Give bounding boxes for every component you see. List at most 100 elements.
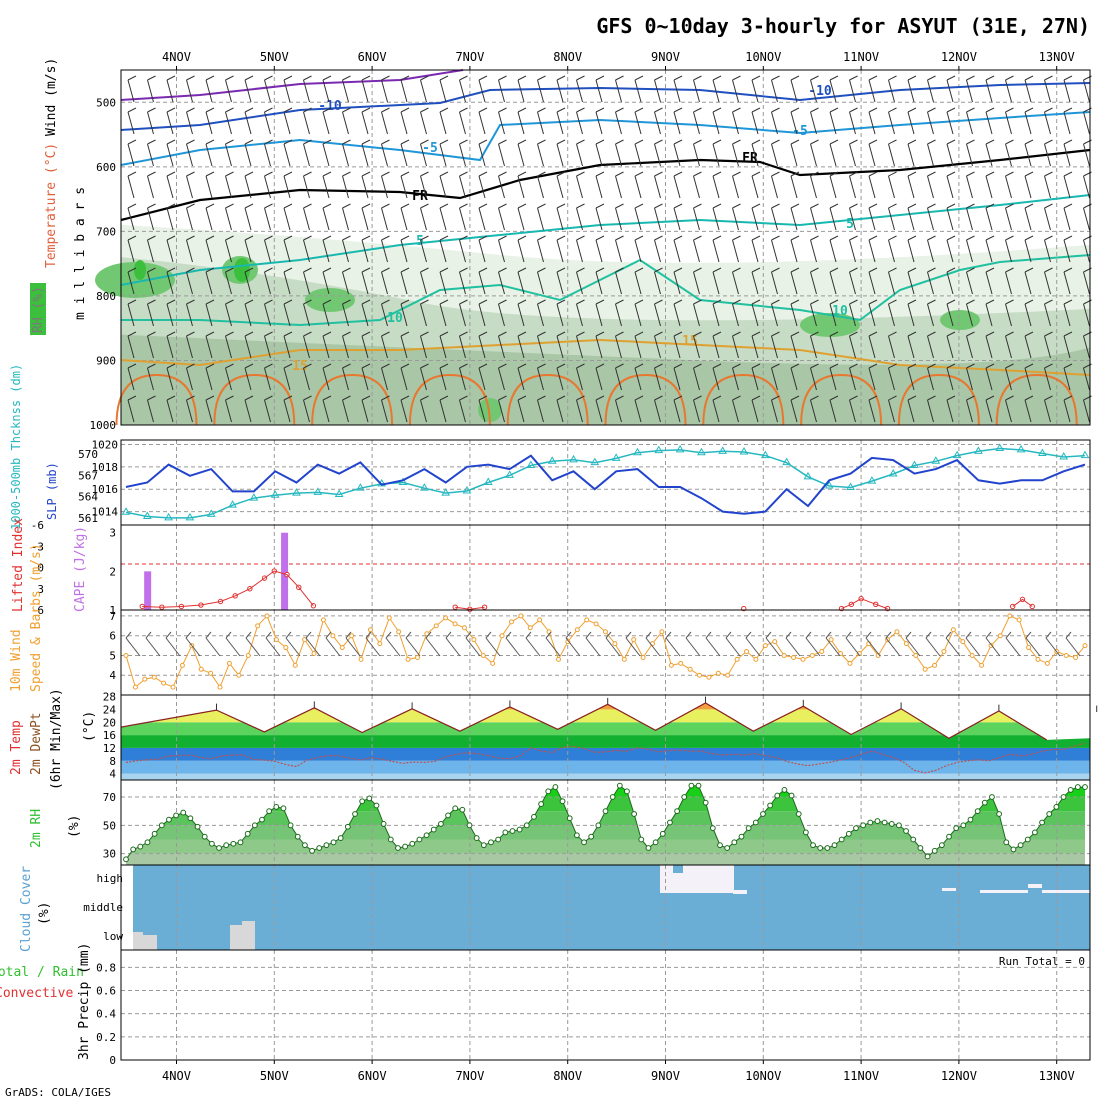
contour-label: 5 xyxy=(846,217,854,232)
upper-wind-barb xyxy=(751,303,759,327)
upper-wind-barb xyxy=(459,239,466,263)
rh-point xyxy=(480,842,487,849)
upper-wind-barb-flag xyxy=(771,363,780,369)
upper-wind-barb xyxy=(166,143,174,167)
upper-wind-barb-flag xyxy=(537,267,546,273)
rh-point xyxy=(208,840,215,847)
upper-wind-barb xyxy=(829,175,837,199)
upper-wind-barb xyxy=(966,175,973,199)
upper-wind-barb xyxy=(985,335,993,359)
upper-wind-barb xyxy=(205,79,213,103)
upper-wind-barb xyxy=(576,207,583,231)
rh-point xyxy=(223,842,230,849)
upper-wind-barb-flag xyxy=(712,299,722,305)
upper-wind-barb xyxy=(907,207,915,231)
upper-wind-barb xyxy=(283,399,291,423)
upper-wind-barb-flag xyxy=(517,363,527,369)
upper-wind-barb-flag xyxy=(420,299,429,305)
upper-wind-barb xyxy=(400,175,408,199)
upper-wind-barb-flag xyxy=(1024,267,1034,273)
thickness-point xyxy=(675,444,685,453)
upper-wind-barb xyxy=(946,271,954,295)
rh-patch-high xyxy=(134,260,146,280)
upper-wind-barb xyxy=(946,175,954,199)
upper-wind-barb xyxy=(303,175,310,199)
upper-wind-barb xyxy=(498,79,505,103)
upper-wind-barb xyxy=(166,367,174,391)
upper-wind-barb-flag xyxy=(420,267,429,273)
upper-wind-barb xyxy=(244,335,252,359)
wind10-barb-flag xyxy=(785,631,792,639)
upper-wind-barb xyxy=(1063,143,1071,167)
upper-wind-barb-flag xyxy=(1044,331,1053,337)
rh-point xyxy=(1074,784,1081,790)
upper-wind-barb xyxy=(1063,303,1071,327)
wind10-barb-flag xyxy=(905,631,912,639)
upper-wind-barb xyxy=(303,399,310,423)
rh-point xyxy=(616,782,623,789)
wind10-barb xyxy=(645,637,661,657)
wind10-point xyxy=(819,649,825,655)
upper-wind-barb xyxy=(888,111,895,135)
upper-wind-barb xyxy=(595,79,603,103)
upper-wind-barb-flag xyxy=(244,203,254,209)
upper-wind-barb-flag xyxy=(751,171,761,177)
upper-wind-barb xyxy=(673,143,681,167)
upper-wind-barb xyxy=(478,207,486,231)
rh-point xyxy=(960,822,967,829)
upper-wind-barb xyxy=(322,175,330,199)
cloud-background xyxy=(133,865,1090,950)
upper-wind-barb-flag xyxy=(381,139,390,145)
cape-label: CAPE (J/kg) xyxy=(73,526,88,612)
wind10-point xyxy=(433,623,439,629)
rh-point xyxy=(1032,829,1038,836)
wind10-point xyxy=(217,684,223,690)
li-tick-label: 0 xyxy=(37,562,44,575)
upper-wind-barb xyxy=(1024,399,1032,423)
upper-wind-barb-flag xyxy=(322,235,332,241)
upper-wind-barb xyxy=(868,271,876,295)
wind10-barb xyxy=(1025,637,1041,657)
upper-wind-barb-flag xyxy=(576,171,585,177)
upper-wind-barb-flag xyxy=(1063,235,1073,241)
upper-wind-barb-flag xyxy=(127,363,137,369)
thickness-point xyxy=(910,460,919,468)
upper-wind-barb-flag xyxy=(400,139,410,145)
upper-wind-barb xyxy=(342,335,349,359)
rh-point xyxy=(938,842,945,849)
thickness-point xyxy=(846,482,855,490)
thickness-point xyxy=(313,487,323,495)
upper-wind-barb xyxy=(537,79,544,103)
upper-wind-barb-flag xyxy=(654,395,663,401)
upper-wind-barb-flag xyxy=(595,363,605,369)
wind10-point xyxy=(678,660,684,666)
upper-wind-barb-flag xyxy=(810,235,819,241)
upper-wind-barb-flag xyxy=(868,395,878,401)
wind10-tick-label: 4 xyxy=(109,669,116,682)
wind10-point xyxy=(932,662,938,668)
upper-wind-barb-flag xyxy=(693,331,702,337)
wind10-point xyxy=(236,672,242,678)
upper-wind-barb-flag xyxy=(166,299,176,305)
li-line xyxy=(841,598,888,610)
wind10-barb xyxy=(525,637,541,657)
upper-wind-barb xyxy=(966,111,973,135)
upper-wind-barb xyxy=(420,79,427,103)
thickness-point xyxy=(803,471,813,480)
upper-wind-barb xyxy=(1005,111,1012,135)
upper-wind-barb-flag xyxy=(283,139,293,145)
rh-patch-high xyxy=(234,258,250,282)
upper-wind-barb xyxy=(810,367,817,391)
rh-tick-label: 50 xyxy=(103,819,116,832)
wind10-barb-flag xyxy=(925,631,932,639)
upper-wind-barb xyxy=(342,207,349,231)
upper-wind-barb-flag xyxy=(283,395,293,401)
upper-wind-barb xyxy=(712,239,720,263)
rh-point xyxy=(395,845,401,851)
upper-wind-barb xyxy=(810,143,817,167)
upper-wind-barb xyxy=(771,239,778,263)
upper-wind-barb xyxy=(147,367,154,391)
thickness-point xyxy=(526,460,536,468)
upper-wind-barb xyxy=(1044,207,1051,231)
